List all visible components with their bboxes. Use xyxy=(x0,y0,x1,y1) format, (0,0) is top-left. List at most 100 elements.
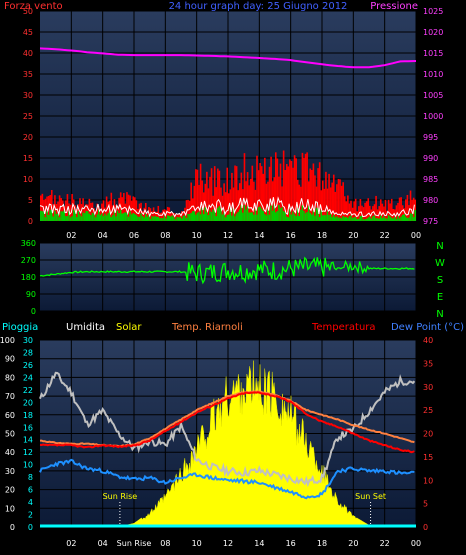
average-bar xyxy=(184,215,186,221)
average-bar xyxy=(381,218,384,221)
gust-bar xyxy=(60,198,62,221)
legend-label: Solar xyxy=(116,322,142,333)
average-bar xyxy=(58,217,61,221)
gust-bar xyxy=(259,162,261,221)
rain-tick-label: 8 xyxy=(28,473,33,482)
average-bar xyxy=(151,216,153,221)
average-bar xyxy=(284,211,286,221)
pressure-line xyxy=(39,47,417,69)
gust-bar xyxy=(270,156,272,221)
average-bar xyxy=(65,216,67,221)
average-bar xyxy=(218,206,221,221)
average-bar xyxy=(50,210,53,221)
average-bar xyxy=(113,211,116,221)
gust-bar xyxy=(390,198,393,221)
gust-bar xyxy=(295,158,297,221)
average-bar xyxy=(401,214,404,221)
wind-axis-tick-labels: 0 5 10 15 20 25 30 35 40 45 50 xyxy=(23,7,33,226)
temperature-axis-tick-labels: 0 5 10 15 20 25 30 35 40 xyxy=(423,336,433,532)
gust-bar xyxy=(79,198,81,221)
average-bar xyxy=(289,209,291,221)
average-bar xyxy=(77,211,80,221)
wind-tick-label: 50 xyxy=(23,7,33,16)
average-bar xyxy=(57,213,59,221)
gust-bar xyxy=(322,180,324,221)
average-bar xyxy=(207,215,210,221)
average-bar xyxy=(318,217,321,221)
gust-bar xyxy=(257,170,260,221)
compass-label: N xyxy=(436,241,443,252)
x-tick-label: 18 xyxy=(317,231,327,240)
percent-tick-label: 70 xyxy=(5,392,15,401)
wind-tick-label: 15 xyxy=(23,154,33,163)
average-bar xyxy=(173,216,175,221)
gust-bar xyxy=(401,205,404,221)
average-bar xyxy=(217,207,219,221)
average-bar xyxy=(212,209,214,221)
average-bar xyxy=(367,217,370,221)
dew-point-line xyxy=(39,458,415,500)
average-bar xyxy=(387,215,390,221)
x-tick-label: 04 xyxy=(98,231,108,240)
average-bar xyxy=(154,215,156,221)
average-bar xyxy=(138,216,141,221)
average-bar xyxy=(108,210,111,221)
temperature-lines xyxy=(39,371,416,528)
gust-bar xyxy=(151,211,153,221)
average-bar xyxy=(206,212,208,221)
gust-bar xyxy=(342,182,344,221)
average-bar xyxy=(90,215,92,221)
gust-bar xyxy=(226,167,229,221)
average-bar xyxy=(204,207,207,221)
direction-tick-label: 90 xyxy=(26,290,36,299)
average-bar xyxy=(170,216,172,221)
gust-bar xyxy=(289,159,291,221)
wind-tick-label: 30 xyxy=(23,91,33,100)
average-bar xyxy=(256,214,258,221)
gust-bar xyxy=(160,212,163,221)
gust-bar xyxy=(275,152,277,221)
gust-bar xyxy=(248,185,250,221)
average-bar xyxy=(370,218,373,221)
average-bar xyxy=(296,207,299,221)
gust-bar xyxy=(337,179,340,221)
gust-bar xyxy=(157,205,160,221)
humidity-line xyxy=(39,371,416,488)
average-bar xyxy=(76,217,78,221)
average-bar xyxy=(97,209,100,221)
gust-bar xyxy=(253,181,255,221)
x-tick-label: 08 xyxy=(160,539,170,548)
average-bar xyxy=(191,211,194,221)
average-bar xyxy=(268,214,271,221)
average-bar xyxy=(340,218,343,221)
gust-bar xyxy=(284,170,286,221)
average-bar xyxy=(271,210,274,221)
gust-bar xyxy=(406,194,409,221)
average-bar xyxy=(246,206,249,221)
gust-bar xyxy=(249,178,252,221)
x-tick-label: 16 xyxy=(286,231,296,240)
gust-bar xyxy=(304,153,307,221)
gust-bar xyxy=(405,199,407,221)
gust-bar xyxy=(273,177,276,221)
average-bar xyxy=(309,212,312,221)
average-bar xyxy=(162,218,164,221)
average-bar xyxy=(91,212,94,221)
wind-tick-label: 20 xyxy=(23,133,33,142)
average-bar xyxy=(123,212,125,221)
gust-bar xyxy=(386,210,388,221)
average-bar xyxy=(126,213,128,221)
average-bar xyxy=(248,212,250,221)
temperature-tick-label: 15 xyxy=(423,453,433,462)
gust-bar xyxy=(282,150,285,221)
average-bar xyxy=(264,213,266,221)
gust-bar xyxy=(359,198,362,221)
direction-line xyxy=(39,256,415,285)
average-bar xyxy=(43,211,45,221)
temperature-tick-label: 20 xyxy=(423,430,433,439)
average-bar xyxy=(226,215,229,221)
gust-bar xyxy=(234,165,236,221)
pressure-tick-label: 990 xyxy=(423,154,438,163)
average-bar xyxy=(44,217,47,221)
